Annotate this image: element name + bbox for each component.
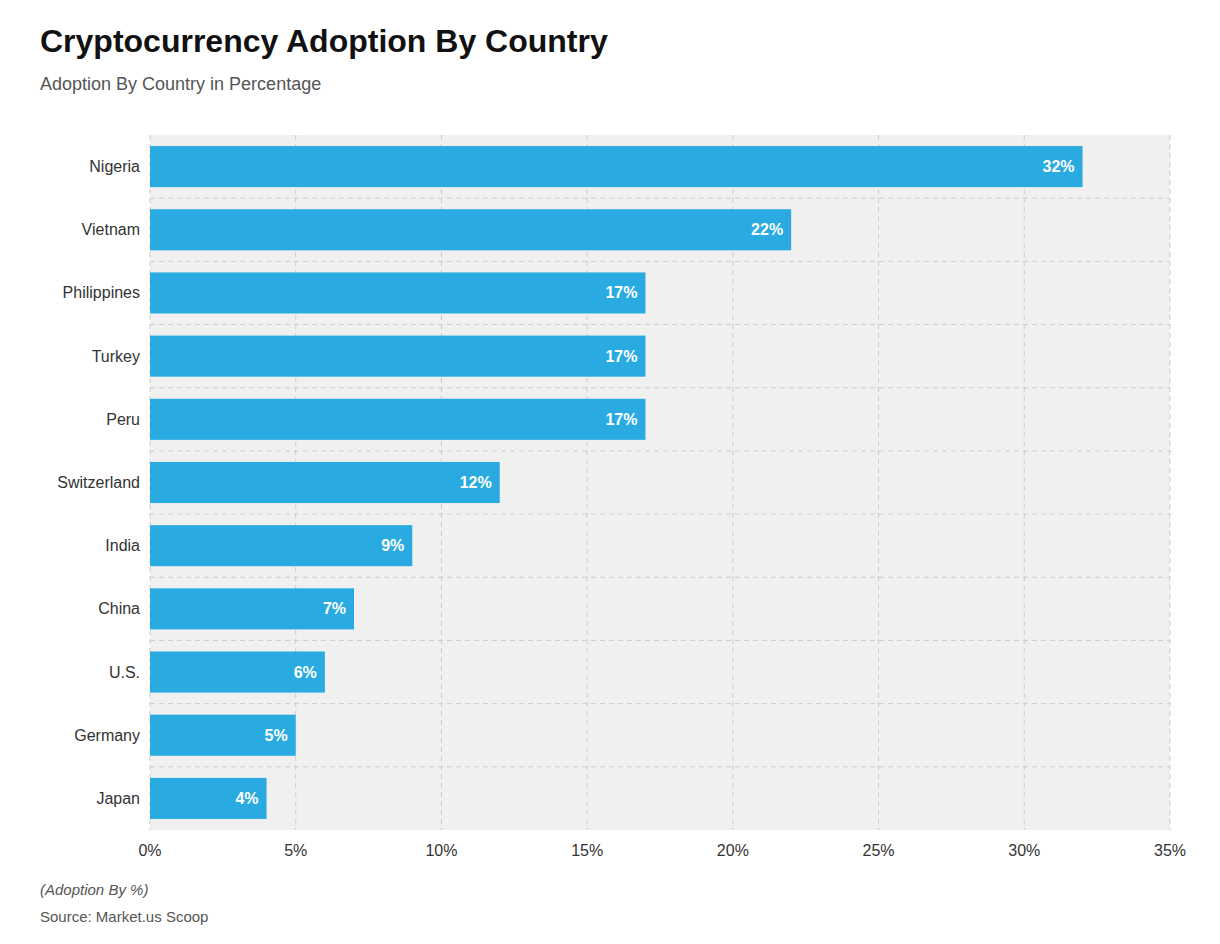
- data-label: 32%: [1043, 158, 1075, 175]
- row-separator: [150, 640, 1170, 641]
- grid: [150, 135, 1170, 830]
- bar: [150, 588, 354, 629]
- bar: [150, 336, 645, 377]
- row-separator: [150, 450, 1170, 451]
- grid-line: [878, 135, 879, 830]
- footnote: (Adoption By %): [40, 881, 148, 898]
- x-tick-label: 0%: [138, 842, 161, 859]
- y-tick-label: Switzerland: [57, 474, 140, 491]
- row-separator: [150, 577, 1170, 578]
- x-tick-label: 20%: [717, 842, 749, 859]
- chart-container: Cryptocurrency Adoption By Country Adopti…: [0, 0, 1220, 944]
- row-separator: [150, 198, 1170, 199]
- data-label: 12%: [460, 474, 492, 491]
- x-tick-label: 35%: [1154, 842, 1186, 859]
- data-labels: 32% 22% 17% 17% 17% 12% 9% 7% 6% 5% 4%: [235, 158, 1074, 807]
- x-tick-label: 25%: [863, 842, 895, 859]
- data-label: 7%: [323, 600, 346, 617]
- bar: [150, 462, 500, 503]
- x-tick-label: 10%: [425, 842, 457, 859]
- data-label: 17%: [605, 284, 637, 301]
- data-label: 9%: [381, 537, 404, 554]
- subtitle: Adoption By Country in Percentage: [40, 74, 321, 94]
- bars: [150, 146, 1083, 819]
- row-separator: [150, 261, 1170, 262]
- y-tick-label: U.S.: [109, 664, 140, 681]
- row-separator: [150, 324, 1170, 325]
- bar: [150, 146, 1083, 187]
- title: Cryptocurrency Adoption By Country: [40, 23, 608, 59]
- bar: [150, 525, 412, 566]
- data-label: 22%: [751, 221, 783, 238]
- bar: [150, 778, 267, 819]
- row-separator: [150, 766, 1170, 767]
- data-label: 17%: [605, 411, 637, 428]
- y-tick-label: Germany: [74, 727, 140, 744]
- data-label: 4%: [235, 790, 258, 807]
- data-label: 5%: [265, 727, 288, 744]
- source: Source: Market.us Scoop: [40, 908, 208, 925]
- x-tick-label: 15%: [571, 842, 603, 859]
- row-separator: [150, 514, 1170, 515]
- data-label: 6%: [294, 664, 317, 681]
- y-tick-label: Nigeria: [89, 158, 140, 175]
- bar: [150, 399, 645, 440]
- bar: [150, 209, 791, 250]
- x-tick-label: 30%: [1008, 842, 1040, 859]
- y-tick-label: Philippines: [63, 284, 140, 301]
- y-tick-label: Vietnam: [82, 221, 140, 238]
- x-tick-label: 5%: [284, 842, 307, 859]
- grid-line: [1170, 135, 1171, 830]
- grid-line: [1024, 135, 1025, 830]
- row-separator: [150, 703, 1170, 704]
- y-tick-label: India: [105, 537, 140, 554]
- bar: [150, 652, 325, 693]
- y-tick-label: China: [98, 600, 140, 617]
- bar: [150, 715, 296, 756]
- bar: [150, 272, 645, 313]
- row-separator: [150, 387, 1170, 388]
- y-tick-label: Japan: [96, 790, 140, 807]
- y-tick-label: Peru: [106, 411, 140, 428]
- y-tick-label: Turkey: [92, 348, 140, 365]
- chart-svg: Cryptocurrency Adoption By Country Adopti…: [0, 0, 1220, 944]
- data-label: 17%: [605, 348, 637, 365]
- plot-background: [150, 135, 1170, 830]
